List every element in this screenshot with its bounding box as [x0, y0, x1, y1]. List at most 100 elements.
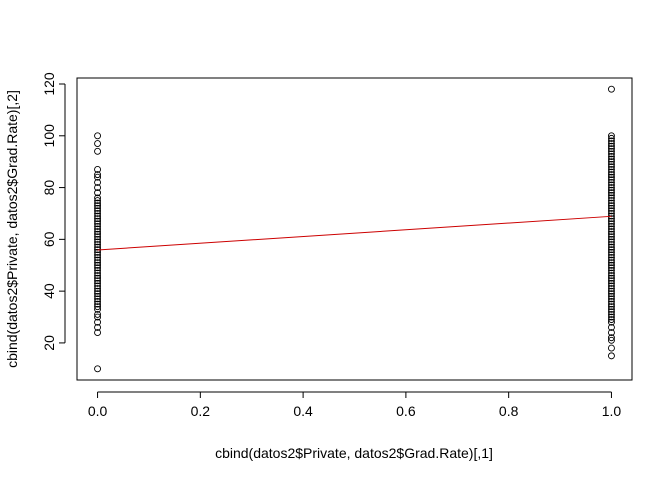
data-point [94, 173, 102, 181]
data-point [94, 323, 102, 331]
data-point [94, 220, 102, 228]
data-point [94, 259, 102, 267]
data-point [607, 334, 615, 342]
data-point [94, 202, 102, 210]
data-point [607, 186, 615, 194]
data-point [94, 251, 102, 259]
y-tick-label: 20 [41, 335, 57, 351]
data-point [94, 189, 102, 197]
data-point [94, 261, 102, 269]
x-axis-title: cbind(datos2$Private, datos2$Grad.Rate)[… [215, 445, 493, 461]
data-point [607, 189, 615, 197]
y-tick-label: 40 [41, 283, 57, 299]
data-point [607, 202, 615, 210]
data-point [607, 352, 615, 360]
data-point [607, 261, 615, 269]
data-point [94, 212, 102, 220]
data-point [94, 269, 102, 277]
x-tick-label: 0.4 [293, 403, 313, 419]
data-point [607, 336, 615, 344]
data-points [94, 85, 615, 373]
data-point [607, 279, 615, 287]
data-point [94, 230, 102, 238]
data-point [607, 155, 615, 163]
data-point [94, 264, 102, 272]
data-point [94, 235, 102, 243]
data-point [607, 140, 615, 148]
data-point [607, 238, 615, 246]
data-point [94, 215, 102, 223]
y-tick-label: 100 [41, 124, 57, 148]
y-axis-title: cbind(datos2$Private, datos2$Grad.Rate)[… [4, 90, 20, 368]
data-point [607, 165, 615, 173]
data-point [607, 282, 615, 290]
data-point [94, 228, 102, 236]
data-point [94, 194, 102, 202]
data-point [607, 153, 615, 160]
x-tick-label: 1.0 [602, 403, 622, 419]
data-point [94, 310, 102, 318]
data-point [94, 140, 102, 148]
data-point [607, 168, 615, 176]
data-point [94, 222, 102, 230]
regression-line-group [97, 215, 612, 251]
data-point [607, 207, 615, 215]
data-point [607, 191, 615, 199]
data-point [607, 248, 615, 256]
data-point [94, 295, 102, 303]
data-point [94, 292, 102, 300]
data-point [607, 274, 615, 282]
data-point [94, 274, 102, 282]
data-point [94, 329, 102, 337]
data-point [94, 300, 102, 308]
data-point [607, 254, 615, 261]
data-point [607, 303, 615, 311]
data-point [607, 266, 615, 274]
data-point [607, 228, 615, 236]
data-point [94, 184, 102, 192]
data-point [607, 277, 615, 285]
data-point [607, 204, 615, 212]
data-point [94, 277, 102, 285]
x-tick-label: 0.2 [191, 403, 211, 419]
y-axis: 20 40 60 80 100 120 [41, 72, 66, 351]
data-point [94, 290, 102, 298]
data-point [607, 158, 615, 166]
data-point [607, 290, 615, 298]
data-point [607, 181, 615, 189]
data-point [94, 282, 102, 290]
data-point [607, 292, 615, 300]
x-tick-label: 0.6 [396, 403, 416, 419]
data-point [607, 137, 615, 145]
data-point [94, 365, 102, 373]
data-point [607, 272, 615, 280]
y-tick-label: 120 [41, 72, 57, 96]
data-point [94, 266, 102, 274]
data-point [94, 165, 102, 173]
data-point [607, 308, 615, 316]
data-point [94, 279, 102, 287]
data-point [607, 300, 615, 308]
data-point [94, 256, 102, 264]
data-point [94, 287, 102, 295]
data-point [607, 160, 615, 168]
data-point [607, 285, 615, 293]
data-point [607, 184, 615, 192]
data-point [607, 243, 615, 251]
data-point [94, 147, 102, 155]
data-point [607, 329, 615, 337]
data-point [607, 298, 615, 305]
data-point [94, 132, 102, 140]
data-point [607, 222, 615, 230]
data-point [607, 259, 615, 267]
data-point [607, 85, 615, 93]
data-point [607, 215, 615, 223]
data-point [607, 147, 615, 155]
data-point [94, 178, 102, 186]
data-point [607, 251, 615, 259]
data-point [94, 248, 102, 256]
data-point [94, 254, 102, 261]
data-point [607, 199, 615, 207]
data-point [94, 233, 102, 241]
